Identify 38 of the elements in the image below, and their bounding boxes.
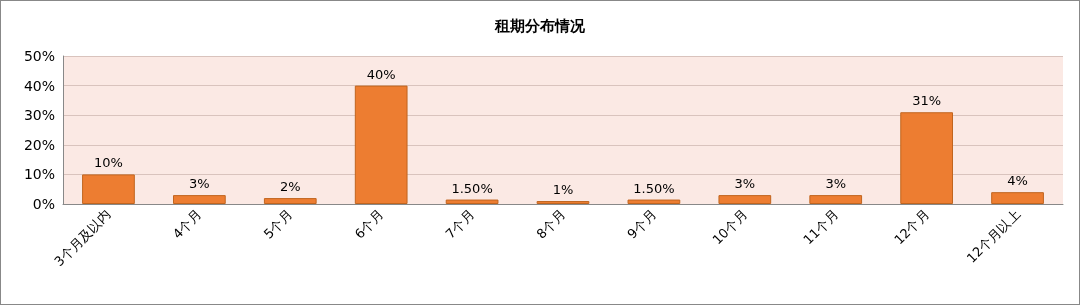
x-tick-label: 9个月 xyxy=(624,206,660,242)
x-tick-label: 8个月 xyxy=(533,206,569,242)
bar xyxy=(900,112,953,204)
data-label: 4% xyxy=(1007,173,1028,189)
data-label: 1.50% xyxy=(451,180,493,196)
bar xyxy=(445,199,499,204)
x-tick-label: 11个月 xyxy=(800,206,842,248)
data-label: 10% xyxy=(94,155,123,171)
bar xyxy=(263,198,317,204)
x-tick-label: 5个月 xyxy=(260,206,296,242)
bar xyxy=(718,195,772,204)
y-tick-label: 30% xyxy=(23,107,55,124)
y-tick-label: 10% xyxy=(23,166,55,183)
bar xyxy=(991,192,1044,204)
bar xyxy=(627,199,681,204)
x-tick-label: 6个月 xyxy=(351,206,387,242)
x-tick-label: 10个月 xyxy=(709,206,751,248)
data-label: 3% xyxy=(734,176,756,192)
y-tick-label: 40% xyxy=(23,77,55,94)
data-label: 1% xyxy=(552,182,574,198)
data-label: 3% xyxy=(189,176,210,192)
x-tick-label: 12个月以上 xyxy=(963,206,1023,266)
x-tick-label: 7个月 xyxy=(442,206,478,242)
chart-title: 租期分布情况 xyxy=(494,16,586,35)
bar xyxy=(82,174,135,204)
x-tick-label: 4个月 xyxy=(169,206,205,242)
data-label: 3% xyxy=(825,176,847,192)
bar xyxy=(173,195,226,204)
data-label: 31% xyxy=(912,93,942,109)
x-tick-label: 12个月 xyxy=(891,206,932,248)
y-tick-label: 50% xyxy=(23,48,55,64)
data-label: 1.50% xyxy=(633,180,675,196)
data-label: 2% xyxy=(279,179,301,195)
y-tick-label: 0% xyxy=(32,196,55,212)
y-tick-label: 20% xyxy=(23,136,55,153)
data-label: 40% xyxy=(366,66,396,82)
bar xyxy=(354,85,408,204)
bar xyxy=(809,195,863,204)
